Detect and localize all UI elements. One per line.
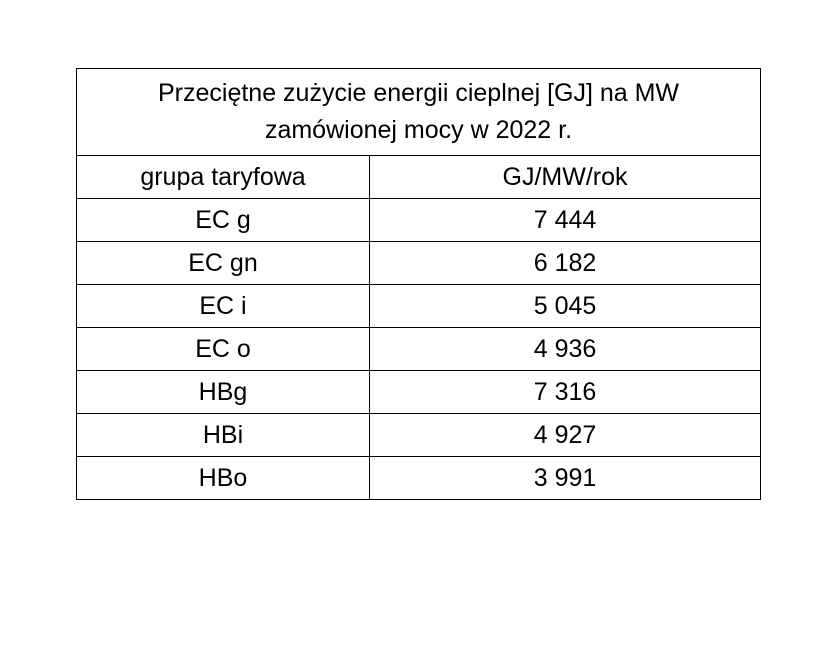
data-row: HBg 7 316 <box>76 370 762 414</box>
data-row: HBo 3 991 <box>76 456 762 500</box>
group-cell: HBo <box>76 456 370 500</box>
value-cell: 4 936 <box>368 327 762 371</box>
value-cell: 7 316 <box>368 370 762 414</box>
table-title: Przeciętne zużycie energii cieplnej [GJ]… <box>75 68 762 156</box>
data-row: EC gn 6 182 <box>76 241 762 285</box>
group-cell: EC o <box>76 327 370 371</box>
data-row: HBi 4 927 <box>76 413 762 457</box>
data-table: Przeciętne zużycie energii cieplnej [GJ]… <box>75 68 762 500</box>
table-body: Przeciętne zużycie energii cieplnej [GJ]… <box>75 68 762 500</box>
group-cell: EC i <box>76 284 370 328</box>
group-cell: EC g <box>76 198 370 242</box>
value-cell: 7 444 <box>368 198 762 242</box>
header-row: grupa taryfowa GJ/MW/rok <box>76 155 762 199</box>
header-cell: grupa taryfowa <box>76 155 370 199</box>
value-cell: 4 927 <box>368 413 762 457</box>
value-cell: 5 045 <box>368 284 762 328</box>
group-cell: HBg <box>76 370 370 414</box>
value-cell: 6 182 <box>368 241 762 285</box>
group-cell: HBi <box>76 413 370 457</box>
group-cell: EC gn <box>76 241 370 285</box>
title-row: Przeciętne zużycie energii cieplnej [GJ]… <box>75 68 762 156</box>
header-cell: GJ/MW/rok <box>368 155 762 199</box>
value-cell: 3 991 <box>368 456 762 500</box>
